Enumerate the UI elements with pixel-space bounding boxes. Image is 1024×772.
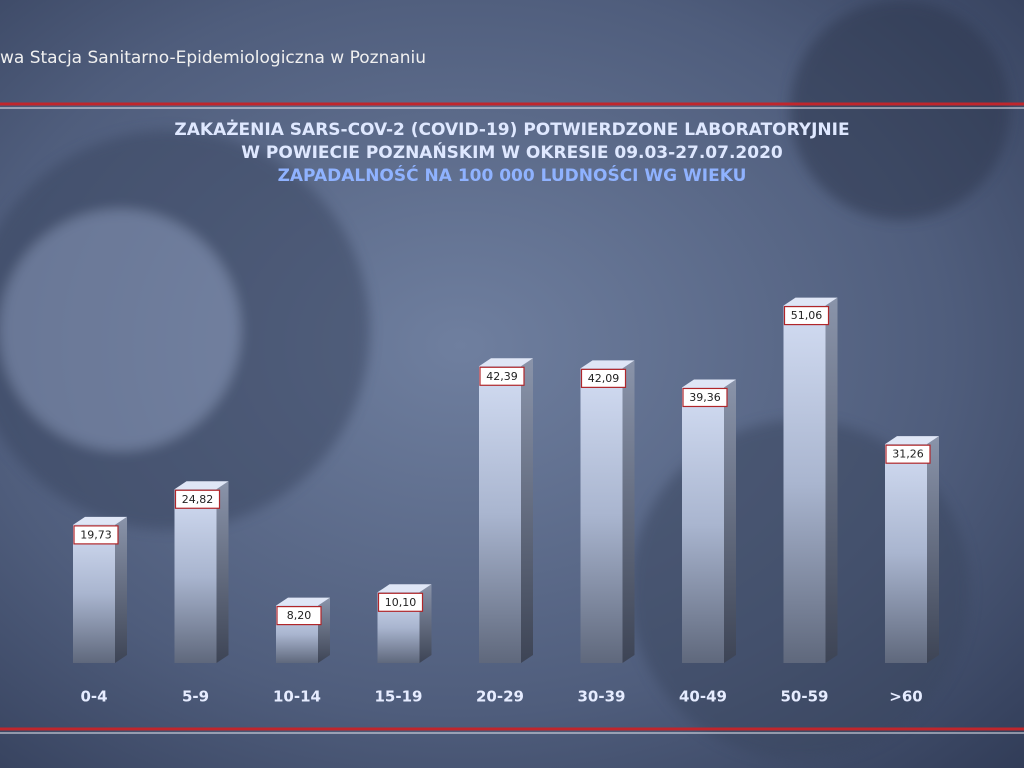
value-label-box <box>783 305 830 326</box>
value-label: 51,06 <box>791 309 823 322</box>
bar <box>73 524 115 663</box>
chart-title: ZAKAŻENIA SARS-COV-2 (COVID-19) POTWIERD… <box>174 118 849 140</box>
value-label: 24,82 <box>182 493 214 506</box>
value-label-box <box>174 489 221 509</box>
value-label-box <box>580 368 627 388</box>
x-tick-label: 10-14 <box>273 688 321 706</box>
bar <box>479 366 521 663</box>
x-tick-label: >60 <box>889 688 922 706</box>
value-label: 10,10 <box>385 596 417 609</box>
value-label: 42,39 <box>486 370 518 383</box>
value-label: 42,09 <box>588 372 620 385</box>
value-label: 39,36 <box>689 391 721 404</box>
x-tick-label: 40-49 <box>679 688 727 706</box>
bar-top <box>783 297 838 306</box>
x-tick-label: 15-19 <box>375 688 423 706</box>
value-label: 19,73 <box>80 528 112 541</box>
header-text: wa Stacja Sanitarno-Epidemiologiczna w P… <box>0 48 426 68</box>
value-label: 31,26 <box>892 448 924 461</box>
bar-top <box>174 481 229 490</box>
x-tick-label: 5-9 <box>182 688 209 706</box>
x-tick-label: 0-4 <box>80 688 107 706</box>
bar-top <box>377 584 432 593</box>
value-label-box <box>682 387 728 408</box>
bar-top <box>479 358 533 367</box>
value-label-box <box>885 444 931 464</box>
bar-side <box>521 358 533 663</box>
value-label-box <box>73 525 119 545</box>
bar-side <box>724 379 736 663</box>
bar-side <box>622 360 635 663</box>
bar-side <box>825 297 838 663</box>
bar <box>885 444 927 663</box>
x-tick-label: 30-39 <box>578 688 626 706</box>
bar-side <box>115 516 127 663</box>
bar <box>174 489 217 663</box>
bar <box>580 368 623 663</box>
bar-top <box>580 360 635 369</box>
bar <box>682 387 724 663</box>
x-tick-label: 20-29 <box>476 688 524 706</box>
bar <box>783 305 826 663</box>
bar-side <box>216 481 229 663</box>
value-label-box <box>276 605 322 626</box>
bar-top <box>276 597 330 606</box>
value-label-box <box>377 592 424 612</box>
chart-title: W POWIECIE POZNAŃSKIM W OKRESIE 09.03-27… <box>241 141 783 163</box>
bar-side <box>927 436 939 663</box>
value-label: 8,20 <box>287 609 312 622</box>
bar-top <box>885 436 939 445</box>
value-label-box <box>479 366 525 386</box>
chart-subtitle: ZAPADALNOŚĆ NA 100 000 LUDNOŚCI WG WIEKU <box>278 164 747 186</box>
x-tick-label: 50-59 <box>781 688 829 706</box>
bar-top <box>73 516 127 525</box>
bar-top <box>682 379 736 388</box>
